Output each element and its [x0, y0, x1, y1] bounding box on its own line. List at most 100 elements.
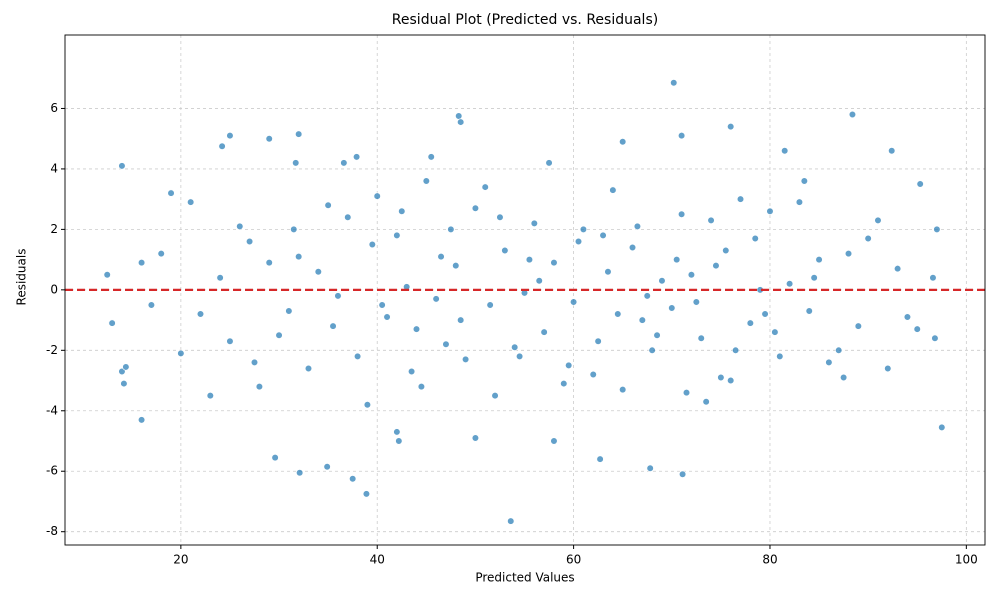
point: [457, 316, 465, 324]
point: [323, 463, 331, 471]
point: [874, 216, 882, 224]
point: [471, 204, 480, 212]
y-tick-label: 2: [50, 222, 58, 236]
y-tick-label: -8: [46, 524, 58, 538]
point: [761, 310, 769, 318]
point: [491, 392, 499, 400]
point: [395, 437, 403, 445]
point: [596, 455, 604, 463]
point: [442, 340, 450, 348]
point: [378, 301, 386, 309]
point: [226, 132, 234, 140]
point: [673, 256, 681, 264]
point: [501, 246, 509, 255]
point: [334, 292, 342, 300]
point: [810, 274, 818, 282]
point: [844, 249, 853, 258]
point: [687, 271, 696, 279]
x-tick-label: 20: [173, 553, 188, 567]
point: [437, 252, 445, 261]
point: [840, 373, 848, 382]
point: [349, 475, 357, 483]
point: [216, 274, 224, 282]
x-tick-label: 80: [762, 553, 777, 567]
point: [398, 207, 406, 215]
y-tick-label: -6: [46, 464, 58, 478]
point: [888, 147, 896, 155]
point: [120, 379, 128, 388]
point: [766, 207, 774, 215]
point: [736, 195, 745, 203]
point: [226, 337, 234, 345]
x-tick-label: 60: [566, 553, 581, 567]
point: [931, 334, 939, 342]
x-axis-label: Predicted Values: [475, 571, 574, 585]
point: [457, 118, 465, 126]
x-tick-label: 40: [370, 553, 385, 567]
point: [314, 268, 322, 276]
point: [589, 370, 597, 379]
point: [393, 428, 401, 436]
point: [732, 346, 740, 354]
point: [776, 352, 784, 360]
point: [786, 280, 794, 288]
point: [304, 364, 313, 373]
point: [643, 292, 651, 300]
point: [362, 490, 371, 498]
point: [353, 153, 361, 161]
point: [697, 334, 705, 342]
point: [579, 225, 588, 233]
point: [609, 186, 617, 194]
point: [540, 328, 548, 336]
point: [461, 355, 470, 363]
point: [933, 225, 941, 233]
y-axis-label: Residuals: [15, 249, 29, 306]
point: [550, 259, 558, 267]
point: [236, 222, 244, 230]
point: [295, 252, 303, 261]
point: [265, 135, 273, 143]
point: [913, 325, 921, 333]
y-tick-label: -2: [46, 343, 58, 357]
point: [245, 237, 254, 246]
point: [929, 274, 937, 282]
point: [452, 262, 460, 270]
point: [727, 123, 735, 131]
point: [275, 331, 283, 339]
point: [815, 256, 823, 264]
point: [727, 376, 735, 385]
y-tick-label: 0: [50, 282, 58, 296]
point: [903, 313, 912, 321]
point: [628, 243, 637, 252]
point: [633, 222, 642, 230]
point: [781, 147, 789, 155]
point: [177, 349, 185, 357]
point: [255, 382, 264, 391]
point: [938, 423, 946, 432]
point: [218, 142, 226, 150]
y-tick-label: 6: [50, 101, 58, 115]
point: [427, 153, 435, 161]
point: [187, 198, 195, 206]
point: [393, 231, 401, 240]
point: [432, 295, 440, 303]
point: [290, 225, 298, 233]
point: [670, 79, 678, 87]
point: [604, 268, 612, 276]
point: [417, 382, 426, 391]
point: [422, 177, 430, 185]
point: [545, 159, 553, 167]
point: [118, 162, 126, 170]
point: [646, 464, 654, 472]
point: [507, 517, 515, 525]
point: [668, 304, 676, 312]
point: [550, 437, 558, 445]
point: [678, 132, 686, 140]
point: [285, 307, 293, 315]
point: [751, 234, 759, 243]
point: [795, 198, 804, 206]
point: [103, 271, 111, 279]
point: [619, 138, 627, 146]
point: [486, 301, 494, 309]
